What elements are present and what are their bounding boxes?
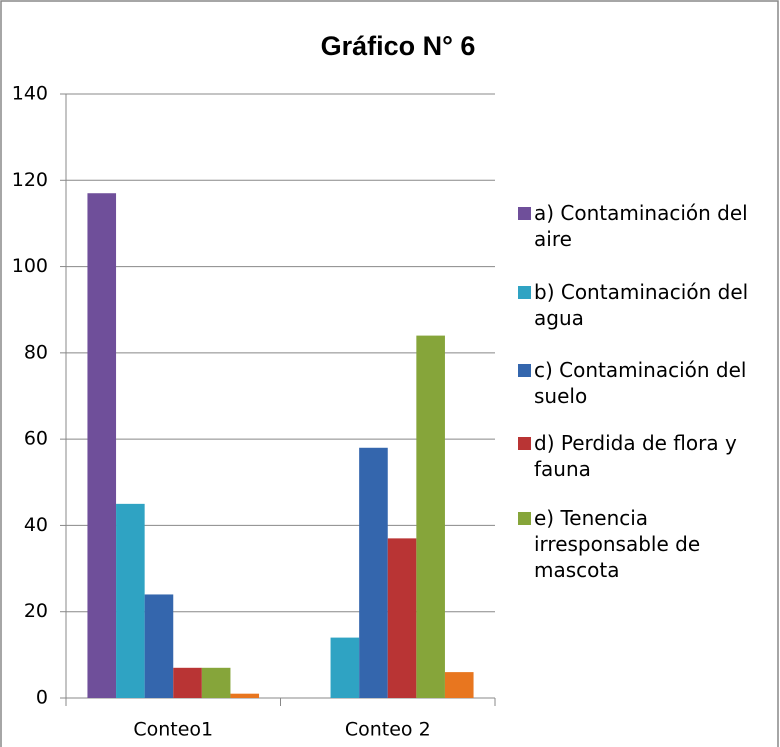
y-tick-label: 20 — [24, 600, 48, 622]
legend-item: e) Tenencia irresponsable de mascota — [518, 505, 758, 583]
legend-item: d) Perdida de flora y fauna — [518, 430, 758, 482]
legend-label: a) Contaminación del aire — [534, 201, 748, 251]
legend-label: d) Perdida de flora y fauna — [534, 431, 737, 481]
legend-swatch — [518, 364, 531, 377]
legend-swatch — [518, 512, 531, 525]
y-tick-label: 140 — [12, 83, 48, 105]
legend-item: b) Contaminación del agua — [518, 279, 758, 331]
bar — [359, 447, 388, 698]
bar — [330, 637, 360, 698]
bar — [87, 193, 117, 698]
bar — [387, 538, 417, 698]
legend-item: c) Contaminación del suelo — [518, 357, 758, 409]
bar — [144, 594, 174, 698]
y-tick-label: 100 — [12, 255, 48, 277]
legend-label: c) Contaminación del suelo — [534, 358, 747, 408]
bar — [230, 693, 260, 698]
y-tick-label: 80 — [24, 341, 48, 363]
bar — [201, 667, 231, 698]
legend-swatch — [518, 437, 531, 450]
y-tick-label: 120 — [12, 169, 48, 191]
bar — [444, 672, 474, 698]
x-tick-label: Conteo1 — [133, 719, 213, 741]
y-tick-label: 40 — [24, 514, 48, 536]
legend-label: b) Contaminación del agua — [534, 280, 749, 330]
legend-item: a) Contaminación del aire — [518, 200, 758, 252]
y-tick-label: 60 — [24, 428, 48, 450]
chart-title: Gráfico N° 6 — [321, 31, 476, 61]
legend-label: e) Tenencia irresponsable de mascota — [534, 506, 701, 582]
bar — [416, 335, 445, 698]
legend-swatch — [518, 207, 531, 220]
bar — [116, 503, 145, 698]
x-tick-label: Conteo 2 — [345, 719, 431, 741]
bar — [173, 667, 202, 698]
legend-swatch — [518, 286, 531, 299]
y-tick-label: 0 — [36, 687, 48, 709]
